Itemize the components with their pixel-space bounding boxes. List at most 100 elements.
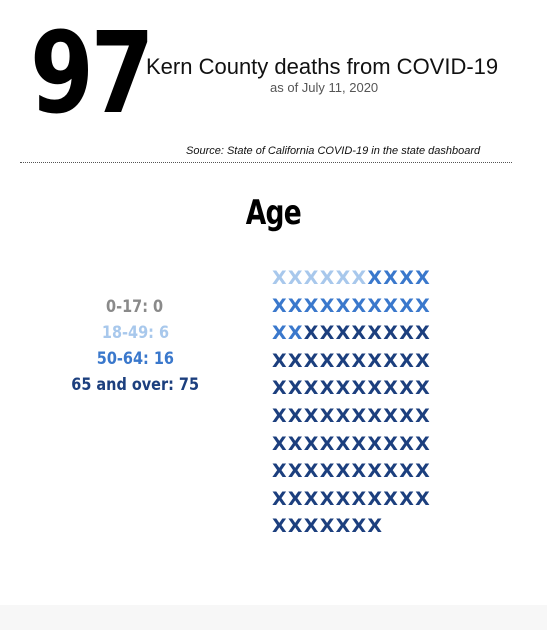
waffle-mark-18-49: X bbox=[319, 267, 335, 289]
legend-item-65-and-over: 65 and over: 75 bbox=[60, 372, 210, 398]
waffle-mark-65-and-over: X bbox=[335, 432, 351, 455]
waffle-mark-65-and-over: X bbox=[303, 515, 319, 538]
waffle-mark-65-and-over: X bbox=[351, 405, 367, 427]
waffle-mark-65-and-over: X bbox=[383, 349, 398, 372]
waffle-mark-65-and-over: X bbox=[415, 405, 430, 427]
waffle-mark-65-and-over: X bbox=[303, 432, 319, 455]
waffle-mark-65-and-over: X bbox=[303, 322, 319, 345]
source-note: Source: State of California COVID-19 in … bbox=[186, 145, 481, 157]
waffle-mark-65-and-over: X bbox=[335, 460, 351, 483]
legend-value: 0 bbox=[153, 297, 164, 317]
waffle-mark-18-49: X bbox=[303, 267, 319, 289]
waffle-mark-65-and-over: X bbox=[367, 349, 383, 372]
waffle-mark-50-64: X bbox=[319, 294, 335, 317]
legend-item-18-49: 18-49: 6 bbox=[60, 320, 210, 346]
waffle-mark-50-64: X bbox=[367, 294, 383, 317]
waffle-mark-18-49: X bbox=[272, 267, 287, 289]
waffle-mark-65-and-over: X bbox=[319, 405, 335, 427]
waffle-mark-65-and-over: X bbox=[335, 487, 351, 510]
waffle-mark-65-and-over: X bbox=[303, 349, 319, 372]
legend-value: 6 bbox=[158, 323, 169, 343]
waffle-mark-65-and-over: X bbox=[287, 515, 303, 538]
waffle-mark-65-and-over: X bbox=[287, 487, 303, 510]
waffle-mark-18-49: X bbox=[287, 267, 303, 289]
legend-label: 50-64: bbox=[96, 349, 149, 369]
page-footer-band bbox=[0, 605, 547, 630]
waffle-mark-65-and-over: X bbox=[272, 460, 287, 483]
waffle-mark-65-and-over: X bbox=[367, 515, 383, 538]
waffle-mark-50-64: X bbox=[272, 322, 287, 345]
waffle-mark-50-64: X bbox=[303, 294, 319, 317]
waffle-mark-65-and-over: X bbox=[287, 460, 303, 483]
waffle-mark-65-and-over: X bbox=[415, 460, 430, 483]
waffle-mark-65-and-over: X bbox=[415, 487, 430, 510]
legend-label: 18-49: bbox=[101, 323, 154, 343]
waffle-mark-50-64: X bbox=[415, 294, 430, 317]
waffle-mark-65-and-over: X bbox=[367, 377, 383, 400]
waffle-mark-18-49: X bbox=[351, 267, 367, 289]
legend-value: 75 bbox=[178, 375, 200, 395]
waffle-mark-65-and-over: X bbox=[319, 349, 335, 372]
legend-item-50-64: 50-64: 16 bbox=[60, 346, 210, 372]
waffle-mark-65-and-over: X bbox=[272, 377, 287, 400]
waffle-mark-65-and-over: X bbox=[367, 405, 383, 427]
as-of-date: as of July 11, 2020 bbox=[270, 80, 379, 95]
waffle-mark-65-and-over: X bbox=[399, 432, 414, 455]
waffle-mark-65-and-over: X bbox=[303, 460, 319, 483]
waffle-mark-65-and-over: X bbox=[367, 432, 383, 455]
waffle-mark-50-64: X bbox=[383, 294, 398, 317]
waffle-mark-65-and-over: X bbox=[383, 322, 398, 345]
waffle-mark-65-and-over: X bbox=[351, 515, 367, 538]
waffle-mark-65-and-over: X bbox=[383, 460, 398, 483]
waffle-mark-65-and-over: X bbox=[399, 460, 414, 483]
waffle-mark-65-and-over: X bbox=[415, 322, 430, 345]
waffle-mark-65-and-over: X bbox=[351, 349, 367, 372]
waffle-mark-65-and-over: X bbox=[399, 405, 414, 427]
waffle-mark-65-and-over: X bbox=[335, 322, 351, 345]
waffle-mark-18-49: X bbox=[335, 267, 351, 289]
waffle-mark-65-and-over: X bbox=[335, 377, 351, 400]
waffle-mark-65-and-over: X bbox=[303, 377, 319, 400]
waffle-mark-65-and-over: X bbox=[383, 432, 398, 455]
waffle-mark-65-and-over: X bbox=[351, 377, 367, 400]
waffle-mark-65-and-over: X bbox=[415, 377, 430, 400]
waffle-mark-65-and-over: X bbox=[272, 349, 287, 372]
waffle-mark-65-and-over: X bbox=[319, 487, 335, 510]
waffle-mark-65-and-over: X bbox=[287, 432, 303, 455]
waffle-mark-65-and-over: X bbox=[415, 349, 430, 372]
waffle-mark-65-and-over: X bbox=[399, 487, 414, 510]
waffle-mark-65-and-over: X bbox=[399, 349, 414, 372]
waffle-mark-50-64: X bbox=[399, 294, 414, 317]
waffle-mark-65-and-over: X bbox=[399, 322, 414, 345]
waffle-mark-65-and-over: X bbox=[303, 405, 319, 427]
waffle-mark-65-and-over: X bbox=[383, 377, 398, 400]
waffle-mark-65-and-over: X bbox=[303, 487, 319, 510]
waffle-mark-50-64: X bbox=[415, 267, 430, 289]
waffle-mark-65-and-over: X bbox=[319, 515, 335, 538]
waffle-mark-65-and-over: X bbox=[335, 515, 351, 538]
waffle-mark-50-64: X bbox=[335, 294, 351, 317]
waffle-mark-65-and-over: X bbox=[319, 460, 335, 483]
legend-value: 16 bbox=[153, 349, 174, 369]
waffle-mark-65-and-over: X bbox=[272, 515, 287, 538]
headline: Kern County deaths from COVID-19 bbox=[146, 54, 499, 79]
waffle-mark-65-and-over: X bbox=[383, 487, 398, 510]
waffle-mark-65-and-over: X bbox=[319, 377, 335, 400]
waffle-mark-65-and-over: X bbox=[367, 322, 383, 345]
legend-label: 0-17: bbox=[106, 297, 149, 317]
legend-label: 65 and over: bbox=[71, 375, 174, 395]
waffle-mark-50-64: X bbox=[351, 294, 367, 317]
waffle-mark-65-and-over: X bbox=[287, 377, 303, 400]
divider bbox=[20, 162, 512, 163]
waffle-mark-65-and-over: X bbox=[335, 405, 351, 427]
waffle-mark-65-and-over: X bbox=[319, 322, 335, 345]
waffle-mark-50-64: X bbox=[399, 267, 414, 289]
waffle-mark-65-and-over: X bbox=[351, 460, 367, 483]
waffle-mark-65-and-over: X bbox=[383, 405, 398, 427]
waffle-mark-65-and-over: X bbox=[351, 487, 367, 510]
waffle-mark-50-64: X bbox=[272, 294, 287, 317]
waffle-mark-65-and-over: X bbox=[335, 349, 351, 372]
waffle-mark-65-and-over: X bbox=[351, 432, 367, 455]
section-title: Age bbox=[245, 193, 302, 233]
